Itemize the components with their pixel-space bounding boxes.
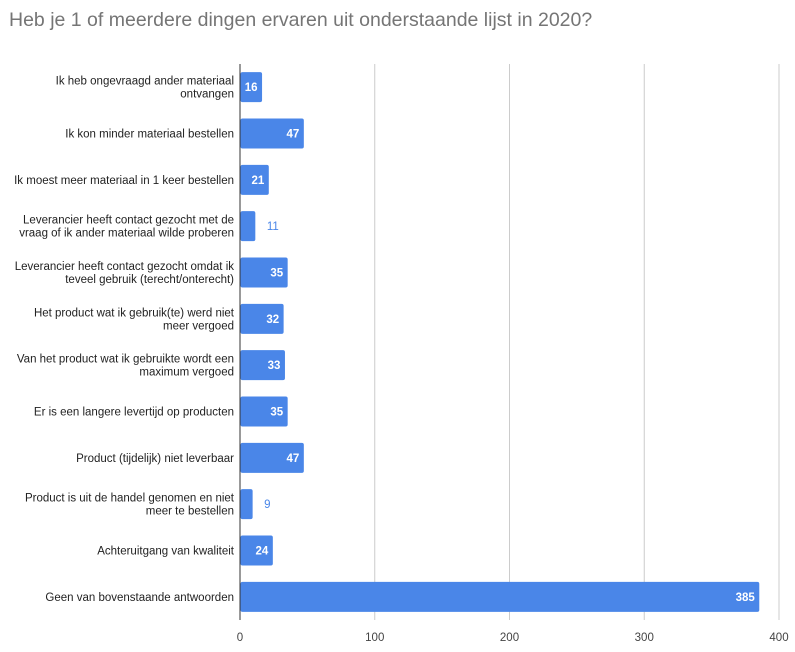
data-label: 11 bbox=[267, 221, 279, 233]
x-tick-label: 100 bbox=[365, 632, 384, 644]
bar bbox=[240, 350, 285, 381]
bar bbox=[240, 72, 263, 103]
data-label: 35 bbox=[270, 407, 283, 419]
category-label: Het product wat ik gebruik(te) werd niet… bbox=[34, 307, 235, 332]
bar bbox=[240, 303, 284, 334]
x-tick-label: 0 bbox=[237, 632, 243, 644]
bar bbox=[240, 211, 256, 242]
category-label: Leverancier heeft contact gezocht omdat … bbox=[15, 261, 235, 286]
value-labels: 16 47 21 11 35 32 33 35 47 9 24 385 bbox=[245, 82, 756, 604]
bar bbox=[240, 257, 288, 288]
data-label: 47 bbox=[287, 129, 300, 141]
bar bbox=[240, 442, 304, 473]
data-label: 35 bbox=[270, 268, 283, 280]
data-label: 47 bbox=[287, 453, 300, 465]
bar bbox=[240, 396, 288, 427]
category-label: Leverancier heeft contact gezocht met de… bbox=[19, 215, 234, 240]
data-label: 32 bbox=[266, 314, 279, 326]
category-label: Achteruitgang van kwaliteit bbox=[97, 546, 235, 558]
category-label: Ik kon minder materiaal bestellen bbox=[65, 129, 234, 141]
x-axis-ticks: 0 100 200 300 400 bbox=[237, 632, 789, 644]
category-label: Van het product wat ik gebruikte wordt e… bbox=[17, 354, 234, 379]
bar bbox=[240, 535, 273, 566]
category-label: Ik heb ongevraagd ander materiaal ontvang… bbox=[56, 76, 234, 101]
category-label: Product is uit de handel genomen en niet… bbox=[25, 493, 235, 518]
bars bbox=[240, 72, 760, 612]
gridlines bbox=[239, 64, 780, 620]
data-label: 24 bbox=[256, 546, 269, 558]
bar bbox=[240, 164, 269, 195]
category-labels: Ik heb ongevraagd ander materiaal ontvang… bbox=[14, 76, 235, 604]
x-tick-label: 300 bbox=[635, 632, 654, 644]
category-label: Ik moest meer materiaal in 1 keer bestel… bbox=[14, 175, 234, 187]
category-label: Geen van bovenstaande antwoorden bbox=[45, 592, 234, 604]
data-label: 9 bbox=[264, 499, 270, 511]
x-tick-label: 200 bbox=[500, 632, 519, 644]
bar bbox=[240, 581, 760, 612]
x-tick-label: 400 bbox=[769, 632, 788, 644]
data-label: 21 bbox=[252, 175, 265, 187]
bar bbox=[240, 489, 253, 520]
data-label: 33 bbox=[268, 360, 281, 372]
data-label: 16 bbox=[245, 82, 258, 94]
data-label: 385 bbox=[736, 592, 756, 604]
category-label: Product (tijdelijk) niet leverbaar bbox=[76, 453, 234, 465]
chart-title: Heb je 1 of meerdere dingen ervaren uit … bbox=[9, 9, 593, 31]
bar bbox=[240, 118, 304, 149]
category-label: Er is een langere levertijd op producten bbox=[34, 407, 234, 419]
